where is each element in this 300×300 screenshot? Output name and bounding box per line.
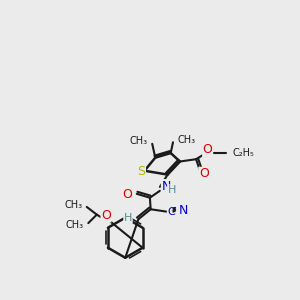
Text: CH₃: CH₃ xyxy=(178,135,196,145)
Text: CH₃: CH₃ xyxy=(66,220,84,230)
Text: O: O xyxy=(101,209,111,222)
Text: H: H xyxy=(124,213,132,223)
Text: H: H xyxy=(168,185,176,195)
Text: O: O xyxy=(122,188,132,201)
Text: S: S xyxy=(137,165,146,178)
Text: C: C xyxy=(168,207,176,217)
Text: N: N xyxy=(161,180,171,193)
Text: N: N xyxy=(178,203,188,217)
Text: O: O xyxy=(203,143,213,157)
Text: O: O xyxy=(199,167,209,180)
Text: CH₃: CH₃ xyxy=(130,136,148,146)
Text: CH₃: CH₃ xyxy=(64,200,82,210)
Text: C₂H₅: C₂H₅ xyxy=(232,148,254,158)
